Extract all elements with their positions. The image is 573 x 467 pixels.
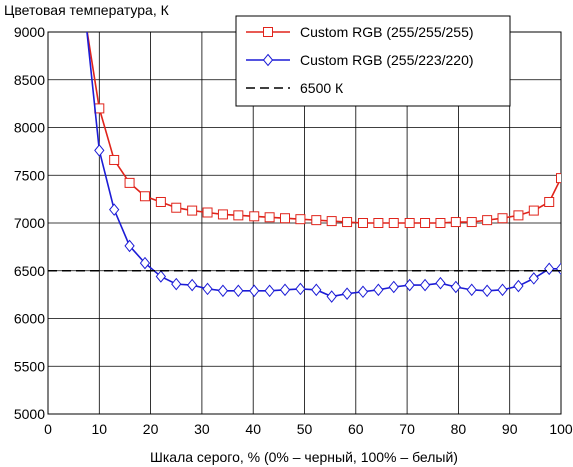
series-1 xyxy=(86,32,561,228)
data-point xyxy=(280,213,291,224)
x-tick-label: 100 xyxy=(549,421,573,437)
data-point xyxy=(357,285,369,299)
x-tick-label: 30 xyxy=(194,421,210,437)
legend-label: Custom RGB (255/223/220) xyxy=(300,52,474,68)
x-tick-label: 0 xyxy=(44,421,52,437)
data-point xyxy=(556,173,561,184)
data-point xyxy=(155,196,166,207)
data-point xyxy=(155,270,167,283)
y-tick-label: 9000 xyxy=(14,24,45,40)
data-point xyxy=(139,191,150,202)
legend-item: Custom RGB (255/223/220) xyxy=(246,52,474,68)
data-point xyxy=(326,216,337,227)
data-point xyxy=(481,284,493,298)
data-point xyxy=(295,282,306,296)
data-point xyxy=(139,256,151,270)
x-tick-label: 10 xyxy=(92,421,108,437)
data-point xyxy=(420,218,431,228)
data-point xyxy=(450,280,461,294)
x-tick-label: 80 xyxy=(451,421,467,437)
data-point xyxy=(404,218,415,228)
data-point xyxy=(187,205,198,216)
data-point xyxy=(124,239,135,253)
series-lines xyxy=(48,32,561,303)
data-point xyxy=(217,284,229,298)
data-point xyxy=(202,207,213,218)
data-point xyxy=(342,217,353,228)
data-point xyxy=(233,284,244,298)
x-tick-label: 90 xyxy=(502,421,518,437)
data-point xyxy=(450,217,461,228)
legend-label: 6500 К xyxy=(300,80,344,96)
legend-marker xyxy=(263,27,273,37)
data-point xyxy=(187,278,198,292)
data-point xyxy=(171,277,182,291)
data-point xyxy=(249,211,260,222)
data-point xyxy=(544,262,555,276)
data-point xyxy=(264,212,275,223)
data-point xyxy=(466,283,477,297)
y-axis-title: Цветовая температура, К xyxy=(4,2,170,18)
data-point xyxy=(171,202,182,213)
data-point xyxy=(497,283,508,297)
data-point xyxy=(94,103,105,114)
legend: Custom RGB (255/255/255) Custom RGB (255/… xyxy=(235,15,511,107)
tick-labels: 0 10 20 30 40 50 60 70 80 90 100 5000 5500 6000 6500 70… xyxy=(14,24,573,437)
x-tick-label: 70 xyxy=(399,421,415,437)
y-tick-label: 6500 xyxy=(14,263,45,279)
y-tick-label: 6000 xyxy=(14,311,45,327)
data-point xyxy=(513,279,524,293)
data-point xyxy=(109,203,120,216)
x-tick-label: 20 xyxy=(143,421,159,437)
data-point xyxy=(109,154,120,165)
data-point xyxy=(217,209,228,220)
data-point xyxy=(295,214,306,225)
data-point xyxy=(341,287,353,300)
x-tick-label: 50 xyxy=(297,421,313,437)
data-point xyxy=(124,177,135,188)
data-point xyxy=(404,278,415,292)
data-point xyxy=(544,196,555,207)
data-point xyxy=(311,283,322,297)
y-tick-label: 5000 xyxy=(14,406,45,422)
data-point xyxy=(513,210,524,221)
data-point xyxy=(279,283,291,297)
y-tick-label: 8000 xyxy=(14,120,45,136)
data-point xyxy=(555,262,561,276)
data-point xyxy=(249,284,260,298)
data-point xyxy=(419,278,431,292)
data-point xyxy=(373,218,384,228)
y-tick-label: 8500 xyxy=(14,72,45,88)
legend-item: Custom RGB (255/255/255) xyxy=(246,24,474,40)
legend-box xyxy=(235,15,511,107)
y-tick-label: 7000 xyxy=(14,215,45,231)
y-tick-label: 5500 xyxy=(14,358,45,374)
series-2 xyxy=(86,32,561,303)
data-point xyxy=(388,280,399,294)
legend-label: Custom RGB (255/255/255) xyxy=(300,24,474,40)
data-point xyxy=(326,290,337,303)
data-point xyxy=(435,218,446,228)
x-axis-title: Шкала серого, % (0% – черный, 100% – бел… xyxy=(150,449,458,465)
data-point xyxy=(466,217,477,228)
y-tick-label: 7500 xyxy=(14,167,45,183)
data-point xyxy=(435,276,446,290)
legend-item: 6500 К xyxy=(246,80,344,96)
data-point xyxy=(311,215,322,226)
data-point xyxy=(233,210,244,221)
data-point xyxy=(482,215,493,226)
x-tick-label: 40 xyxy=(245,421,261,437)
data-point xyxy=(94,144,105,157)
data-point xyxy=(528,205,539,216)
data-point xyxy=(388,218,399,228)
data-point xyxy=(373,283,384,297)
data-point xyxy=(202,282,213,296)
data-point xyxy=(264,284,275,298)
data-point xyxy=(357,218,368,228)
data-point xyxy=(528,272,539,285)
legend-marker xyxy=(262,53,274,67)
data-point xyxy=(497,213,508,224)
x-tick-label: 60 xyxy=(348,421,364,437)
